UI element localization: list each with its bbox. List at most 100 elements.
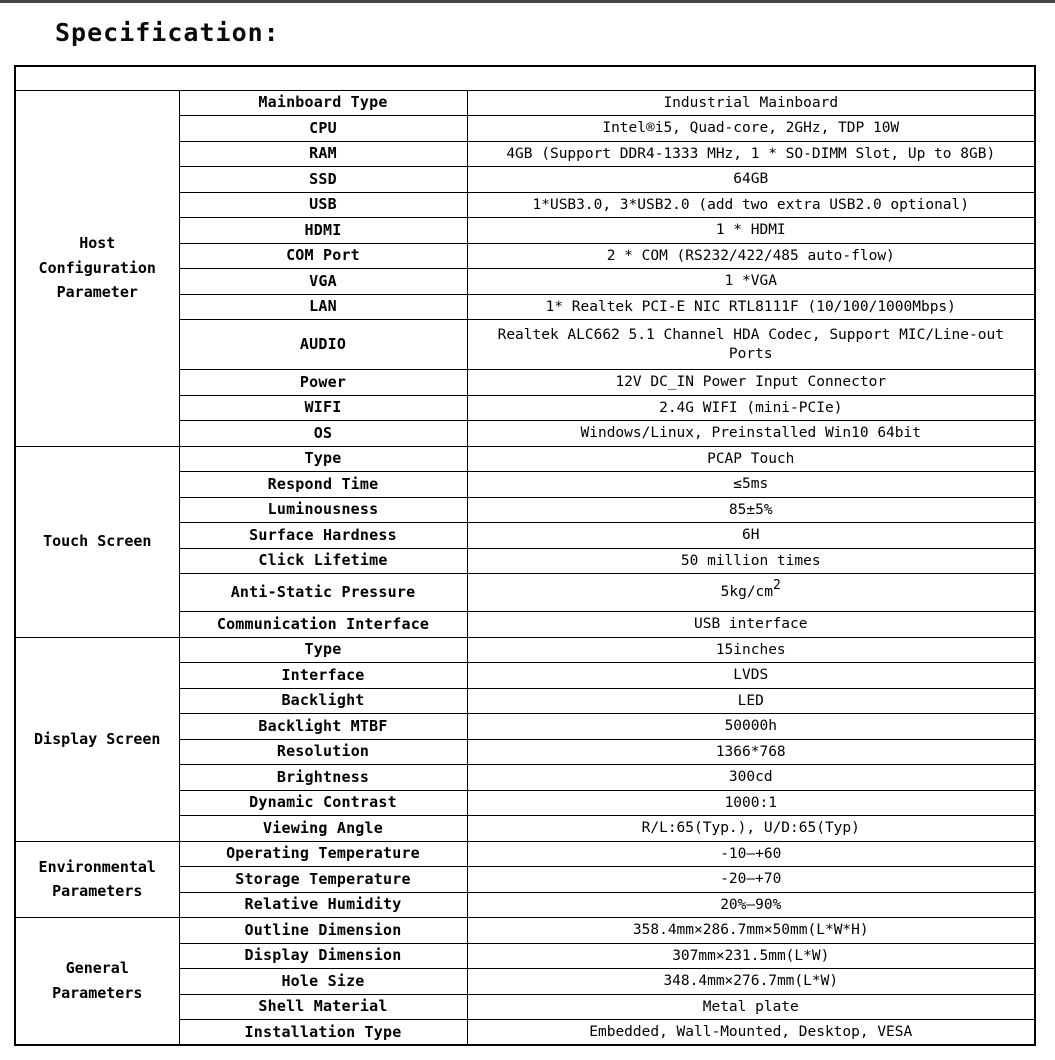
spec-label: COM Port: [178, 242, 468, 269]
spec-label: Shell Material: [178, 993, 468, 1020]
table-row: Dynamic Contrast 1000:1: [15, 789, 1036, 816]
spec-label: Anti-Static Pressure: [178, 573, 468, 612]
spec-value: Windows/Linux, Preinstalled Win10 64bit: [466, 420, 1036, 447]
table-row: Host Configuration Parameter Mainboard Ty…: [14, 89, 1036, 447]
spec-label: Backlight: [178, 687, 468, 714]
spec-value: 12V DC_IN Power Input Connector: [466, 369, 1036, 396]
spec-label: Type: [178, 636, 468, 663]
spec-value: 50000h: [466, 713, 1036, 740]
spec-label: Operating Temperature: [178, 840, 468, 867]
table-row: RAM 4GB (Support DDR4-1333 MHz, 1 * SO-DI…: [15, 140, 1036, 167]
spec-value: 6H: [466, 522, 1036, 549]
spec-value-text: 50000h: [724, 718, 777, 735]
table-row: Environmental Parameters Operating Temper…: [14, 840, 1036, 918]
table-row: Display Dimension 307mm×231.5mm(L*W): [15, 942, 1036, 969]
table-row: Viewing Angle R/L:65(Typ.), U/D:65(Typ): [15, 815, 1036, 842]
table-row: CPU Intel®i5, Quad-core, 2GHz, TDP 10W: [15, 115, 1036, 142]
spec-value-text: 15inches: [715, 641, 786, 658]
spec-table-body: Host Configuration Parameter Mainboard Ty…: [14, 65, 1036, 1046]
spec-label: Power: [178, 369, 468, 396]
spec-label: Communication Interface: [178, 611, 468, 638]
spec-value-text: PCAP Touch: [707, 450, 795, 467]
spec-value: 64GB: [466, 166, 1036, 193]
spec-label: LAN: [178, 293, 468, 320]
spec-value: -10—+60: [466, 840, 1036, 867]
spec-value: Metal plate: [466, 993, 1036, 1020]
spec-value-text: 5kg/cm: [720, 584, 774, 601]
spec-value-text: 2 * COM (RS232/422/485 auto-flow): [606, 247, 895, 264]
spec-label: USB: [178, 191, 468, 218]
spec-value: 1000:1: [466, 789, 1036, 816]
spec-label: VGA: [178, 268, 468, 295]
spec-label: Storage Temperature: [178, 866, 468, 893]
table-row: USB 1*USB3.0, 3*USB2.0 (add two extra USB…: [15, 191, 1036, 218]
spec-label: CPU: [178, 115, 468, 142]
spec-value-text: 50 million times: [680, 552, 821, 569]
spec-value: 1*USB3.0, 3*USB2.0 (add two extra USB2.0…: [466, 191, 1036, 218]
spec-label: Relative Humidity: [178, 891, 468, 918]
table-row: Power 12V DC_IN Power Input Connector: [15, 369, 1036, 396]
spec-value-text: 64GB: [733, 171, 769, 188]
spec-value-text: 2.4G WIFI (mini-PCIe): [659, 399, 843, 416]
table-row: Touch Screen Type PCAP Touch: [14, 445, 1036, 638]
spec-label: RAM: [178, 140, 468, 167]
spec-label: Backlight MTBF: [178, 713, 468, 740]
table-row: Communication Interface USB interface: [15, 611, 1036, 638]
table-row: SSD 64GB: [15, 166, 1036, 193]
spec-value-text: 1 * HDMI: [715, 222, 786, 239]
spec-value-text: 300cd: [728, 769, 773, 786]
spec-value-text: 1*USB3.0, 3*USB2.0 (add two extra USB2.0…: [532, 196, 970, 213]
spec-label: Resolution: [178, 738, 468, 765]
table-row: Anti-Static Pressure 5kg/cm2: [15, 573, 1036, 612]
spec-label: Mainboard Type: [178, 89, 468, 116]
spec-value: USB interface: [466, 611, 1036, 638]
spec-value-text: USB interface: [694, 616, 808, 633]
spec-value-text: 4GB (Support DDR4-1333 MHz, 1 * SO-DIMM …: [506, 145, 996, 162]
spec-label: Interface: [178, 662, 468, 689]
spec-label: Brightness: [178, 764, 468, 791]
spec-value: LVDS: [466, 662, 1036, 689]
table-row: General Parameters Outline Dimension 358.4…: [14, 917, 1036, 1046]
spec-value: LED: [466, 687, 1036, 714]
superscript: 2: [773, 578, 781, 594]
spec-value: Realtek ALC662 5.1 Channel HDA Codec, Su…: [466, 319, 1036, 370]
table-row: AUDIO Realtek ALC662 5.1 Channel HDA Code…: [15, 319, 1036, 370]
spec-value: 4GB (Support DDR4-1333 MHz, 1 * SO-DIMM …: [466, 140, 1036, 167]
empty-header-cell: [14, 65, 1036, 91]
table-row: Backlight LED: [15, 687, 1036, 714]
spec-label: AUDIO: [178, 319, 468, 370]
spec-value-text: -20—+70: [720, 871, 782, 888]
spec-value-text: 20%—90%: [720, 896, 782, 913]
spec-value: 307mm×231.5mm(L*W): [466, 942, 1036, 969]
spec-value-text: 1 *VGA: [724, 273, 777, 290]
spec-label: Installation Type: [178, 1019, 468, 1046]
spec-value-text: 1* Realtek PCI-E NIC RTL8111F (10/100/10…: [545, 298, 956, 315]
spec-value-text: 6H: [742, 527, 760, 544]
spec-label: SSD: [178, 166, 468, 193]
spec-value: Embedded, Wall-Mounted, Desktop, VESA: [466, 1019, 1036, 1046]
spec-label: Display Dimension: [178, 942, 468, 969]
spec-value-text: 307mm×231.5mm(L*W): [672, 947, 830, 964]
spec-value: 348.4mm×276.7mm(L*W): [466, 968, 1036, 995]
spec-value-text: 1366*768: [715, 743, 786, 760]
group-header-cell: General Parameters: [14, 917, 180, 1046]
spec-value: 1 *VGA: [466, 268, 1036, 295]
spec-value: 2.4G WIFI (mini-PCIe): [466, 394, 1036, 421]
spec-value-text: Embedded, Wall-Mounted, Desktop, VESA: [589, 1023, 913, 1040]
spec-label: OS: [178, 420, 468, 447]
spec-value: Industrial Mainboard: [466, 89, 1036, 116]
spec-label: HDMI: [178, 217, 468, 244]
group-header-cell: Touch Screen: [14, 445, 180, 638]
spec-label: Dynamic Contrast: [178, 789, 468, 816]
table-row: Storage Temperature -20—+70: [15, 866, 1036, 893]
empty-header-row: [14, 65, 1036, 91]
spec-value-text: Realtek ALC662 5.1 Channel HDA Codec, Su…: [497, 327, 1004, 344]
spec-value: 20%—90%: [466, 891, 1036, 918]
spec-value-text: Windows/Linux, Preinstalled Win10 64bit: [580, 425, 921, 442]
spec-value-text: 358.4mm×286.7mm×50mm(L*W*H): [632, 922, 869, 939]
spec-value: 358.4mm×286.7mm×50mm(L*W*H): [466, 917, 1036, 944]
spec-value-text: Metal plate: [702, 998, 799, 1015]
group-header-cell: Host Configuration Parameter: [14, 89, 180, 447]
spec-label: Luminousness: [178, 496, 468, 523]
table-row: Relative Humidity 20%—90%: [15, 891, 1036, 918]
